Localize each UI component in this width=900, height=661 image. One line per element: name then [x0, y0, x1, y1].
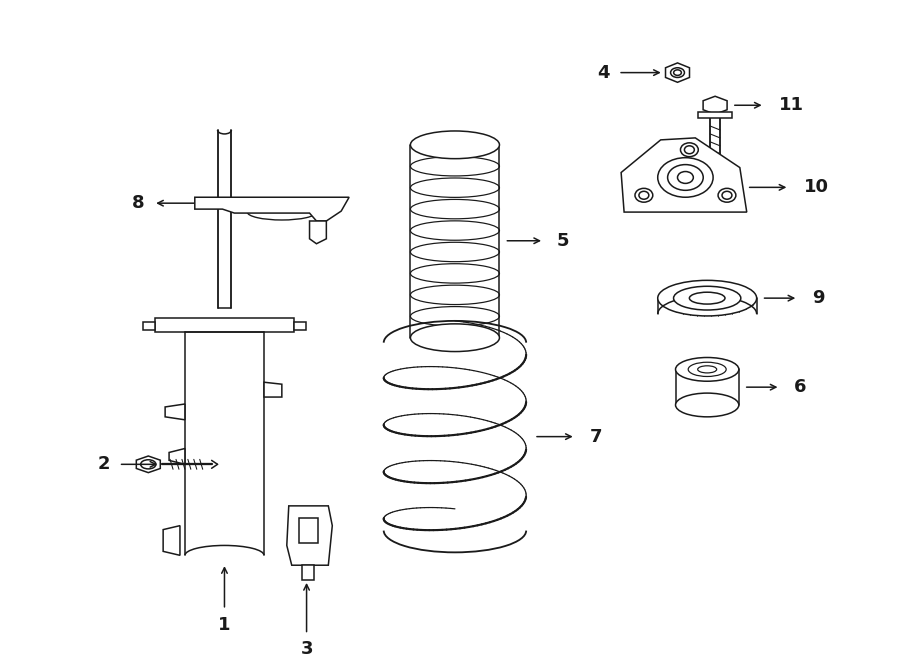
Polygon shape: [155, 318, 293, 332]
Polygon shape: [194, 197, 349, 221]
Ellipse shape: [635, 188, 652, 202]
Text: 7: 7: [590, 428, 602, 446]
Polygon shape: [136, 456, 160, 473]
Ellipse shape: [676, 393, 739, 417]
Text: 8: 8: [132, 194, 145, 212]
Ellipse shape: [673, 70, 681, 75]
Polygon shape: [703, 97, 727, 114]
Polygon shape: [287, 506, 332, 565]
Ellipse shape: [410, 131, 500, 159]
Ellipse shape: [678, 171, 693, 183]
Text: 1: 1: [218, 615, 230, 633]
Text: 9: 9: [812, 289, 824, 307]
Text: 6: 6: [794, 378, 806, 396]
Polygon shape: [143, 322, 155, 330]
Polygon shape: [264, 382, 282, 397]
Text: 2: 2: [97, 455, 110, 473]
Text: 3: 3: [301, 641, 313, 658]
Text: 4: 4: [597, 63, 609, 81]
Ellipse shape: [680, 143, 698, 157]
Ellipse shape: [676, 358, 739, 381]
Polygon shape: [163, 525, 180, 555]
Ellipse shape: [658, 158, 713, 197]
Ellipse shape: [673, 286, 741, 310]
Ellipse shape: [658, 280, 757, 316]
Ellipse shape: [684, 146, 694, 154]
Polygon shape: [665, 63, 689, 83]
Ellipse shape: [668, 165, 703, 190]
Text: 11: 11: [779, 97, 805, 114]
Polygon shape: [165, 404, 184, 420]
Ellipse shape: [722, 191, 732, 199]
Polygon shape: [293, 322, 306, 330]
Polygon shape: [310, 221, 327, 244]
Ellipse shape: [410, 324, 500, 352]
Polygon shape: [299, 518, 319, 543]
Text: 5: 5: [557, 232, 570, 250]
Ellipse shape: [718, 188, 736, 202]
Ellipse shape: [689, 292, 725, 304]
Text: 10: 10: [804, 178, 829, 196]
Ellipse shape: [639, 191, 649, 199]
Polygon shape: [698, 112, 732, 118]
Polygon shape: [621, 138, 747, 212]
Polygon shape: [302, 565, 314, 580]
Polygon shape: [169, 449, 184, 464]
